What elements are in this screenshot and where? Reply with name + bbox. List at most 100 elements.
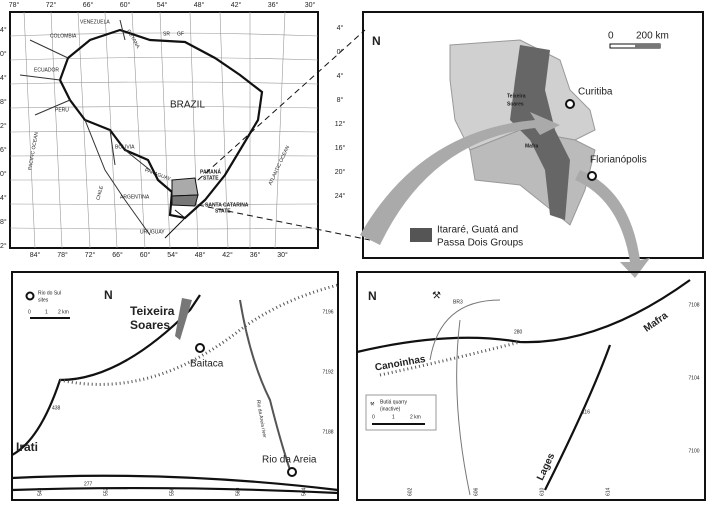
longitude-label: 54°	[157, 1, 168, 9]
town-label: Irati	[16, 440, 38, 454]
grid-label: 560	[235, 487, 241, 496]
legend-label: Butiá quarry	[380, 399, 407, 405]
arrow	[575, 170, 650, 278]
longitude-label: 72°	[46, 1, 57, 9]
coast	[164, 209, 186, 239]
state-label: STATE	[203, 175, 219, 181]
city-label: Curitiba	[578, 87, 613, 98]
scale-label: 1	[392, 414, 395, 420]
arrow	[360, 112, 560, 245]
north-arrow: N	[104, 288, 113, 302]
scale-label: 200 km	[636, 31, 669, 42]
country-label: SR	[163, 31, 170, 37]
latitude-label: 16°	[335, 144, 346, 152]
legend-label: Rio do Sul	[38, 290, 61, 296]
brazil-outline	[58, 28, 264, 220]
ocean-label: PACIFIC OCEAN	[27, 131, 40, 170]
road	[11, 294, 201, 456]
scale-label: 0	[608, 31, 614, 42]
country-label: URUGUAY	[140, 229, 165, 235]
grid-label: 7108	[688, 302, 699, 308]
longitude-label: 66°	[83, 1, 94, 9]
legend-label: sites	[38, 297, 49, 303]
longitude-label: 72°	[85, 251, 96, 259]
panel-b: N 0 200 km Curitiba Teixeira Soares Mafr…	[360, 11, 704, 278]
road	[544, 344, 612, 491]
site	[287, 467, 297, 477]
site-label: Soares	[507, 101, 524, 107]
site-label: Mafra	[525, 143, 539, 149]
longitude-label: 42°	[222, 251, 233, 259]
state-label: PARANÁ	[200, 168, 221, 175]
road-label: 116	[582, 409, 590, 415]
north-arrow: N	[372, 34, 381, 48]
scale-label: 0	[372, 414, 375, 420]
zoom-lines	[197, 29, 371, 241]
latitude-label: 2°	[0, 122, 7, 130]
grid-label: 552	[103, 487, 109, 496]
town-label: Mafra	[642, 310, 671, 335]
grid-label: 7188	[322, 429, 333, 435]
longitude-label: 30°	[277, 251, 288, 259]
road-label: 280	[514, 329, 523, 335]
legend-label: Passa Dois Groups	[437, 238, 523, 249]
grid-label: 556	[169, 487, 175, 496]
parana-state	[171, 177, 199, 197]
country-label: VENEZUELA	[80, 19, 110, 25]
borders	[19, 19, 151, 236]
country-label: GF	[177, 31, 184, 37]
scale-label: 0	[28, 309, 31, 315]
grid-label: 606	[473, 487, 479, 496]
latitude-label: 24°	[335, 192, 346, 200]
scale-label: 2 km	[410, 414, 421, 420]
grid-label: 7196	[322, 309, 333, 315]
river	[239, 299, 291, 471]
latitude-label: 20°	[335, 168, 346, 176]
longitude-label: 78°	[57, 251, 68, 259]
legend-label: Itararé, Guatá and	[437, 225, 518, 236]
longitude-label: 66°	[112, 251, 123, 259]
latitude-label: 2°	[0, 242, 7, 250]
latitude-label: 4°	[337, 72, 344, 80]
panel-c: Rio do Sul sites 0 1 2 km N Teixeira Soa…	[11, 271, 339, 501]
country-label: GUYANA	[125, 29, 141, 51]
longitude-label: 30°	[305, 1, 316, 9]
grid-label: 602	[407, 487, 413, 496]
road-label: 277	[84, 481, 93, 487]
panel-a: VENEZUELA COLOMBIA GUYANA SR GF ECUADOR …	[0, 1, 345, 259]
latitude-label: 4°	[0, 26, 7, 34]
grid-label: 7192	[322, 369, 333, 375]
panel-d: N ⚒ BR3 Mafra 280 Canoinhas ⚒ Butiá quar…	[356, 271, 706, 501]
grid-label: 610	[539, 487, 545, 496]
city	[587, 171, 597, 181]
legend-swatch	[410, 228, 432, 242]
longitude-label: 36°	[250, 251, 261, 259]
railway	[59, 283, 339, 386]
grid-label: 7104	[688, 375, 699, 381]
latitude-label: 8°	[0, 98, 7, 106]
frame	[11, 271, 339, 501]
legend-label: (inactive)	[380, 406, 401, 412]
quarry-symbol: ⚒	[432, 291, 441, 302]
latitude-label: 0°	[0, 50, 7, 58]
country-label: COLOMBIA	[50, 33, 77, 39]
country-label: BOLIVIA	[115, 144, 135, 150]
state-label: STATE	[215, 208, 231, 214]
frame	[356, 271, 706, 501]
graticule	[9, 11, 319, 249]
scale-bar	[635, 44, 660, 48]
longitude-label: 48°	[195, 251, 206, 259]
longitude-label: 36°	[268, 1, 279, 9]
north-arrow: N	[368, 289, 377, 303]
river	[429, 299, 501, 496]
site-label: Teixeira	[130, 304, 175, 318]
road	[11, 474, 339, 495]
longitude-label: 84°	[30, 251, 41, 259]
frame	[9, 11, 319, 249]
country-label: ARGENTINA	[120, 194, 150, 200]
longitude-label: 48°	[194, 1, 205, 9]
latitude-label: 4°	[0, 194, 7, 202]
grid-label: 7100	[688, 448, 699, 454]
outcrop	[175, 298, 192, 340]
legend-symbol	[25, 291, 35, 301]
